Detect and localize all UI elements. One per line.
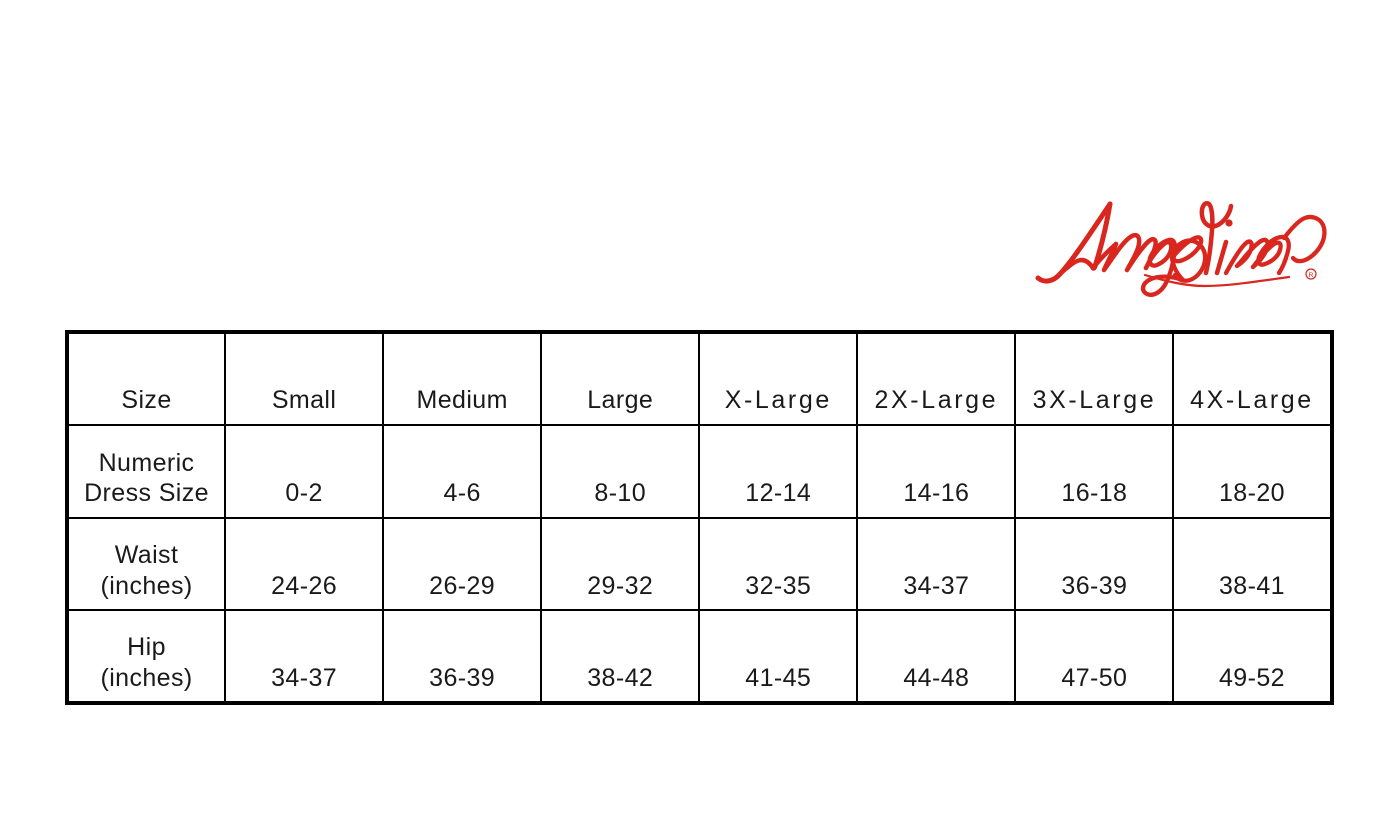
svg-text:R: R [1309, 272, 1314, 279]
